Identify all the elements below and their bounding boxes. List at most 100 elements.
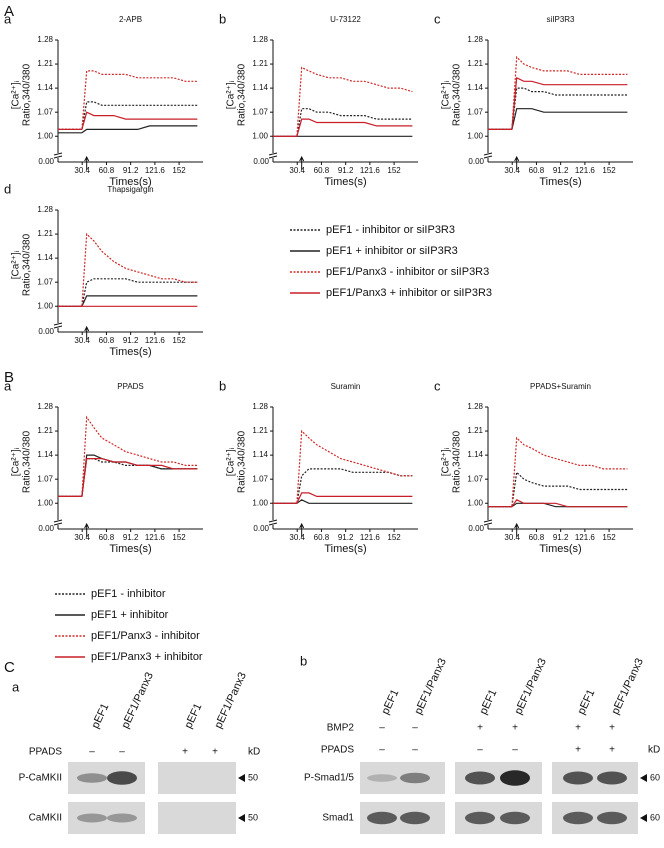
x-tick-label: 30.4	[74, 336, 90, 345]
treatment-sign: +	[212, 747, 218, 758]
treatment-sign: +	[477, 723, 483, 734]
panel-letter: b	[300, 653, 307, 668]
y-axis-label: Ratio,340/380	[237, 63, 248, 126]
y-tick-label: 1.28	[37, 35, 53, 44]
x-axis-label: Times(s)	[539, 543, 581, 555]
x-tick-label: 60.8	[99, 336, 115, 345]
x-tick-label: 121.6	[145, 166, 166, 175]
unit-label: kD	[248, 747, 260, 758]
chart-title: 2-APB	[119, 15, 142, 24]
axis-break	[268, 519, 278, 526]
y-tick-label: 1.00	[37, 301, 53, 310]
treatment-sign: –	[412, 723, 418, 734]
lane-label: pEF1/Panx3	[212, 671, 248, 731]
blot-band	[500, 770, 530, 786]
treatment-sign: +	[575, 723, 581, 734]
y-tick-label: 1.14	[37, 253, 53, 262]
axis-break	[53, 322, 63, 329]
marker-arrow	[640, 774, 647, 782]
x-tick-label: 152	[387, 533, 401, 542]
axis-break-gap	[269, 520, 277, 525]
marker-arrow	[238, 814, 245, 822]
stimulus-arrow	[299, 155, 305, 170]
treatment-sign: +	[609, 745, 615, 756]
y-tick-label: 1.28	[37, 402, 53, 411]
chart-title: Suramin	[331, 382, 361, 391]
x-axis-label: Times(s)	[109, 543, 151, 555]
blot-band	[400, 811, 430, 825]
series-line	[58, 70, 198, 130]
x-axis-label: Times(s)	[109, 176, 151, 188]
blot-band	[563, 811, 593, 825]
x-axis-label: Times(s)	[539, 176, 581, 188]
row-label: P-CaMKII	[19, 773, 62, 784]
x-tick-label: 121.6	[360, 166, 381, 175]
section-label: B	[4, 369, 14, 386]
lane-label: pEF1/Panx3	[119, 671, 155, 731]
legend-label: pEF1/Panx3 + inhibitor	[91, 651, 203, 663]
y-tick-label: 1.07	[467, 107, 483, 116]
chart-title: siIP3R3	[546, 15, 575, 24]
treatment-sign: –	[412, 745, 418, 756]
x-tick-label: 121.6	[575, 166, 596, 175]
legend-label: pEF1 + inhibitor or siIP3R3	[326, 245, 458, 257]
y-tick-label: 1.14	[467, 450, 483, 459]
y-axis-label: [Ca²⁺]ᵢ	[441, 80, 452, 109]
y-axis-label: Ratio,340/380	[452, 63, 463, 126]
chart-title: PPADS+Suramin	[530, 382, 591, 391]
axis-break	[483, 519, 493, 526]
series-line	[58, 415, 198, 497]
y-tick-label: 1.00	[252, 131, 268, 140]
treatment-sign: –	[89, 747, 95, 758]
x-tick-label: 91.2	[123, 533, 139, 542]
panel-letter: a	[4, 378, 12, 393]
panel-letter: b	[219, 378, 226, 393]
series-line	[58, 458, 198, 497]
blot-band	[563, 771, 593, 785]
y-axis-label: [Ca²⁺]ᵢ	[441, 447, 452, 476]
blot-band	[400, 772, 430, 784]
y-tick-label: 1.00	[37, 131, 53, 140]
marker-arrow	[640, 814, 647, 822]
x-tick-label: 152	[172, 336, 186, 345]
series-line	[58, 295, 198, 307]
row-label: P-Smad1/5	[304, 773, 354, 784]
x-tick-label: 30.4	[289, 166, 305, 175]
y-tick-label: 1.28	[252, 35, 268, 44]
axis-break	[53, 152, 63, 159]
stimulus-arrow	[514, 522, 520, 537]
legend-label: pEF1 + inhibitor	[91, 609, 169, 621]
x-tick-label: 121.6	[575, 533, 596, 542]
lane-label: pEF1	[182, 702, 204, 731]
marker-label: 50	[248, 772, 258, 782]
y-tick-label: 1.28	[37, 205, 53, 214]
y-tick-label: 1.07	[37, 474, 53, 483]
y-tick-label: 1.14	[467, 83, 483, 92]
y-break-label: 0.00	[253, 524, 269, 533]
y-tick-label: 1.28	[467, 402, 483, 411]
series-line	[58, 278, 198, 307]
lane-label: pEF1/Panx3	[412, 657, 448, 717]
series-line	[58, 125, 198, 134]
y-tick-label: 1.14	[37, 83, 53, 92]
axis-break	[483, 152, 493, 159]
panel-letter: a	[4, 11, 12, 26]
lane-label: pEF1/Panx3	[609, 657, 645, 717]
marker-label: 60	[650, 812, 660, 822]
treatment-sign: +	[575, 745, 581, 756]
x-tick-label: 60.8	[99, 533, 115, 542]
y-tick-label: 1.00	[37, 498, 53, 507]
series-line	[488, 76, 628, 130]
x-tick-label: 121.6	[145, 533, 166, 542]
legend-label: pEF1/Panx3 - inhibitor or siIP3R3	[326, 266, 489, 278]
chart-title: PPADS	[117, 382, 144, 391]
blot-band	[367, 774, 397, 782]
y-tick-label: 1.07	[252, 107, 268, 116]
series-line	[273, 429, 413, 504]
stimulus-arrow	[84, 325, 90, 340]
x-tick-label: 60.8	[99, 166, 115, 175]
blot-band	[465, 811, 495, 825]
y-tick-label: 1.21	[37, 229, 53, 238]
y-break-label: 0.00	[253, 157, 269, 166]
